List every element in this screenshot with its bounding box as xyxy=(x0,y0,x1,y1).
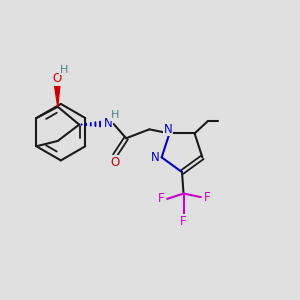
Text: F: F xyxy=(158,192,164,206)
Text: O: O xyxy=(110,156,119,169)
Polygon shape xyxy=(55,85,60,107)
Text: N: N xyxy=(104,117,113,130)
Text: F: F xyxy=(203,190,210,204)
Text: O: O xyxy=(52,72,62,85)
Text: H: H xyxy=(59,65,68,75)
Text: F: F xyxy=(180,215,187,228)
Text: H: H xyxy=(111,110,119,120)
Text: N: N xyxy=(151,152,160,164)
Text: N: N xyxy=(164,123,172,136)
